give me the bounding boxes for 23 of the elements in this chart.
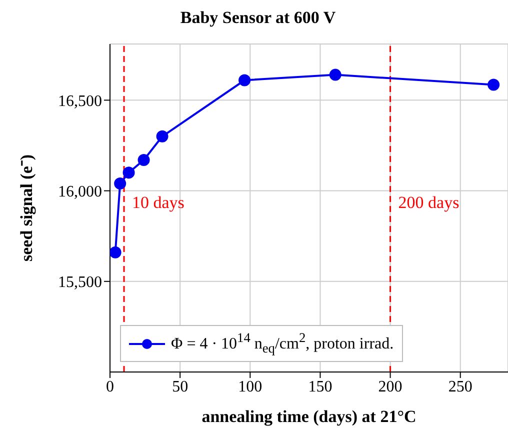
point	[238, 74, 251, 86]
point	[114, 178, 126, 190]
y-tick-label: 16,000	[58, 183, 102, 200]
x-tick-label: 100	[238, 378, 262, 396]
point	[488, 78, 500, 91]
x-tick-label: 250	[448, 378, 472, 396]
y-tick-label: 15,500	[58, 274, 102, 292]
x-tick-label: 0	[106, 378, 114, 396]
chart-title: Baby Sensor at 600 V	[179, 8, 337, 29]
point	[110, 246, 122, 258]
legend-label: Φ = 4 · 10$^{14}$ n$_{eq}$/cm$^{2}$, proton irrad.	[171, 330, 394, 357]
point	[122, 166, 135, 179]
x-tick-label: 200	[378, 378, 402, 396]
y-axis-title: seed signal (e⁻)	[17, 154, 36, 262]
point	[156, 130, 168, 142]
x-axis-title: annealing time (days) at 21°C	[202, 407, 416, 426]
point	[329, 68, 342, 81]
point	[138, 154, 150, 166]
x-tick-label: 50	[172, 378, 188, 396]
ref-line-label: 200 days	[398, 193, 460, 212]
y-tick-label: 16,500	[58, 92, 102, 110]
ref-line-label: 10 days	[132, 193, 184, 212]
x-tick-label: 150	[308, 378, 332, 396]
